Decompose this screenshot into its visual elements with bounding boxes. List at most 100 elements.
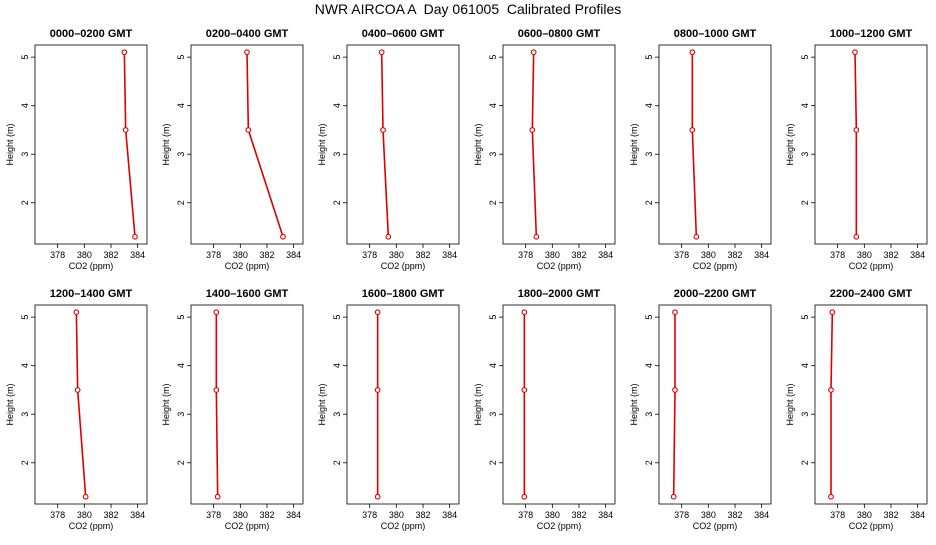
y-tick-label: 4 [800, 103, 810, 108]
panel-title: 0000–0200 GMT [50, 28, 133, 40]
x-tick-label: 380 [857, 250, 872, 260]
y-tick-label: 4 [488, 363, 498, 368]
y-tick-label: 3 [176, 412, 186, 417]
plot-frame [34, 304, 148, 505]
series-line [854, 52, 858, 237]
panel-title: 0400–0600 GMT [362, 28, 445, 40]
data-point [533, 233, 540, 240]
data-point [213, 309, 220, 316]
y-tick-label: 3 [20, 412, 30, 417]
y-tick-label: 2 [488, 200, 498, 205]
data-point [380, 127, 386, 133]
x-tick-label: 380 [77, 250, 92, 260]
x-tick-label: 384 [130, 250, 145, 260]
x-tick-label: 382 [883, 250, 898, 260]
y-tick-label: 5 [20, 315, 30, 320]
x-tick-label: 380 [701, 250, 716, 260]
x-tick-label: 384 [754, 250, 769, 260]
series-line [830, 312, 834, 497]
y-tick-label: 4 [644, 363, 654, 368]
x-tick-label: 384 [130, 510, 145, 520]
y-axis-label: Height (m) [317, 383, 327, 425]
x-tick-label: 378 [50, 510, 65, 520]
y-tick-label: 5 [800, 315, 810, 320]
y-tick-label: 4 [176, 103, 186, 108]
x-axis-label: CO2 (ppm) [537, 261, 582, 271]
y-axis-label: Height (m) [5, 123, 15, 165]
x-tick-label: 378 [830, 510, 845, 520]
plot-frame [814, 44, 928, 245]
x-tick-label: 382 [883, 510, 898, 520]
panel-title: 1200–1400 GMT [50, 288, 133, 300]
y-tick-label: 4 [644, 103, 654, 108]
data-point [853, 127, 860, 133]
panel-title: 1000–1200 GMT [830, 28, 913, 40]
data-point [245, 127, 252, 133]
data-point [374, 309, 381, 316]
y-tick-label: 3 [644, 152, 654, 157]
y-tick-label: 5 [176, 55, 186, 60]
x-tick-label: 380 [77, 510, 92, 520]
x-axis-label: CO2 (ppm) [537, 521, 582, 531]
x-axis-label: CO2 (ppm) [381, 521, 426, 531]
data-point [853, 233, 860, 240]
plot-frame [346, 44, 460, 245]
y-axis-label: Height (m) [317, 123, 327, 165]
panel-title: 0800–1000 GMT [674, 28, 757, 40]
y-axis-label: Height (m) [473, 123, 483, 165]
y-tick-label: 3 [800, 152, 810, 157]
data-point [529, 127, 536, 133]
series-line [123, 52, 136, 237]
y-tick-label: 3 [176, 152, 186, 157]
y-tick-label: 5 [20, 55, 30, 60]
plot-frame [346, 304, 460, 505]
data-point [385, 233, 392, 240]
x-tick-label: 382 [415, 250, 430, 260]
data-point [73, 309, 80, 316]
x-tick-label: 378 [206, 250, 221, 260]
y-tick-label: 3 [332, 412, 342, 417]
series-line [246, 52, 284, 237]
y-tick-label: 4 [332, 103, 342, 108]
data-point [122, 127, 129, 133]
x-tick-label: 382 [103, 250, 118, 260]
x-tick-label: 384 [754, 510, 769, 520]
x-tick-label: 380 [233, 250, 248, 260]
y-tick-label: 3 [332, 152, 342, 157]
plot-frame [502, 44, 616, 245]
data-point [132, 233, 138, 240]
x-tick-label: 380 [233, 510, 248, 520]
y-tick-label: 4 [800, 363, 810, 368]
panel-title: 2000–2200 GMT [674, 288, 757, 300]
y-tick-label: 5 [800, 55, 810, 60]
y-tick-label: 2 [644, 200, 654, 205]
x-tick-label: 380 [389, 510, 404, 520]
data-point [828, 387, 834, 393]
data-point [521, 493, 528, 500]
y-tick-label: 2 [488, 460, 498, 465]
x-tick-label: 380 [389, 250, 404, 260]
series-line [672, 312, 676, 497]
x-tick-label: 378 [830, 250, 845, 260]
y-axis-label: Height (m) [785, 123, 795, 165]
x-axis-label: CO2 (ppm) [381, 261, 426, 271]
x-axis-label: CO2 (ppm) [69, 521, 114, 531]
x-tick-label: 380 [545, 510, 560, 520]
x-axis-label: CO2 (ppm) [693, 521, 738, 531]
y-tick-label: 5 [644, 55, 654, 60]
plot-frame [814, 304, 928, 505]
y-tick-label: 5 [332, 315, 342, 320]
data-point [280, 233, 286, 240]
x-tick-label: 380 [857, 510, 872, 520]
figure-title: NWR AIRCOA A Day 061005 Calibrated Profi… [314, 1, 622, 17]
data-point [378, 49, 385, 56]
y-tick-label: 5 [644, 315, 654, 320]
panel-title: 1400–1600 GMT [206, 288, 289, 300]
x-tick-label: 380 [701, 510, 716, 520]
x-tick-label: 382 [727, 250, 742, 260]
series-line [380, 52, 390, 237]
x-tick-label: 384 [442, 510, 457, 520]
y-tick-label: 3 [800, 412, 810, 417]
x-tick-label: 380 [545, 250, 560, 260]
